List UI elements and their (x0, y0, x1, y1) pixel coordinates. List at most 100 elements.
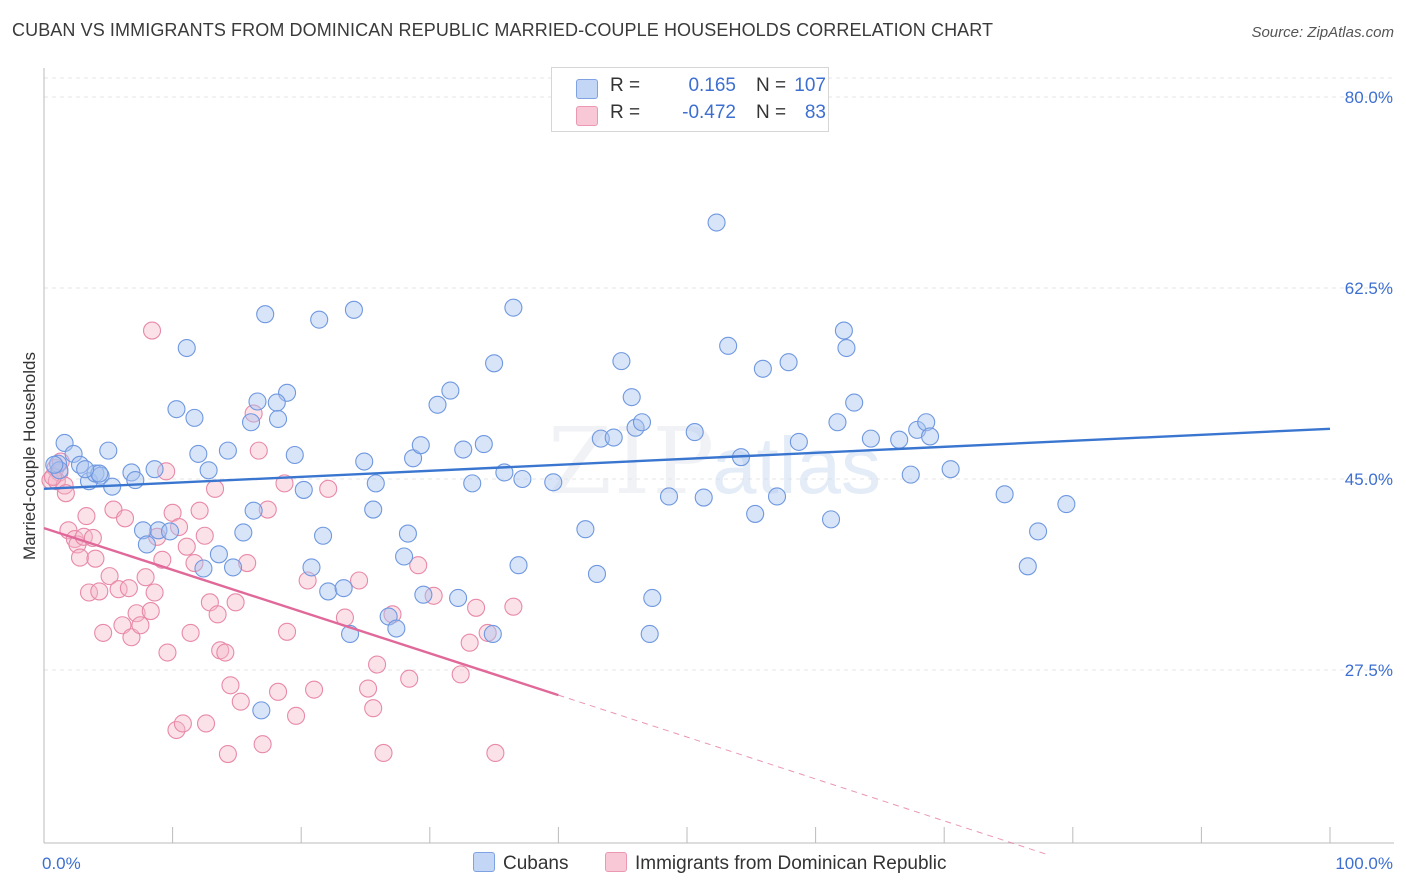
dominican-point (181, 623, 200, 642)
bottom-legend-label-cubans: Cubans (503, 853, 569, 874)
dominican-point (142, 321, 162, 340)
legend-r-label: R = (610, 75, 641, 96)
cuban-point (366, 474, 385, 493)
gridlines (44, 77, 1394, 671)
dominican-point (74, 527, 93, 546)
dominican-point (400, 669, 419, 688)
cuban-point (779, 353, 798, 372)
bottom-legend-dominican: Immigrants from Dominican Republic (605, 852, 947, 876)
y-axis-label: Married-couple Households (20, 352, 39, 560)
cuban-point (45, 455, 64, 474)
cuban-point (241, 413, 261, 432)
y-tick-labels: 27.5% 45.0% 62.5% 80.0% (1345, 88, 1393, 680)
dominican-point (226, 593, 245, 612)
dominican-point (269, 682, 288, 701)
cuban-point (544, 473, 563, 492)
dominican-point (94, 623, 113, 642)
cuban-point (267, 393, 286, 412)
legend-r-value-dominican: -0.472 (682, 102, 736, 123)
cuban-point (76, 460, 95, 479)
dominican-point (77, 507, 96, 526)
y-tick-label: 27.5% (1345, 661, 1393, 680)
cuban-point (334, 579, 353, 598)
dominican-point (238, 553, 257, 573)
cuban-point (622, 388, 641, 407)
dominican-point (218, 744, 237, 764)
cuban-point (995, 485, 1014, 504)
dominican-point (115, 509, 135, 528)
series-cubans (45, 213, 1076, 720)
dominican-point (486, 743, 505, 762)
source-label: Source: ZipAtlas.com (1251, 24, 1394, 41)
dominican-point (173, 714, 192, 733)
cuban-point (789, 432, 808, 451)
dominican-point (359, 679, 378, 698)
y-tick-label: 62.5% (1345, 279, 1393, 298)
cuban-point (454, 440, 473, 459)
dominican-point (319, 479, 338, 498)
dominican-point (196, 714, 216, 733)
dominican-point (504, 597, 523, 616)
cuban-point (99, 441, 118, 460)
dominican-point (177, 537, 196, 556)
cuban-point (302, 558, 321, 577)
cuban-point (837, 338, 856, 358)
dominican-point (205, 479, 225, 498)
cuban-point (685, 423, 704, 442)
cuban-point (137, 535, 156, 554)
legend-r-value-cubans: 0.165 (688, 75, 736, 96)
legend-n-value-dominican: 83 (804, 102, 826, 123)
cuban-point (364, 500, 383, 519)
dominican-point (90, 582, 109, 601)
cuban-point (719, 336, 738, 355)
cuban-point (901, 465, 920, 484)
cuban-point (449, 588, 468, 608)
cuban-point (587, 564, 607, 584)
correlation-legend: R = 0.165 N = 107 R = -0.472 N = 83 (551, 67, 829, 132)
cuban-point (319, 582, 338, 601)
cuban-point (845, 393, 864, 412)
dominican-point (190, 501, 209, 520)
cuban-point (269, 409, 288, 429)
trend-line-dominican (43, 526, 559, 697)
cuban-point (256, 305, 275, 324)
dominican-point (100, 567, 119, 586)
cuban-point (485, 354, 504, 373)
dominican-point (278, 622, 297, 641)
dominican-point (258, 500, 277, 519)
dominican-point (113, 616, 132, 635)
cuban-point (1057, 495, 1076, 514)
trend-line-dominican-extension (558, 694, 1048, 855)
cuban-point (50, 461, 69, 480)
cuban-point (218, 441, 237, 460)
cuban-point (398, 524, 417, 543)
cuban-point (344, 300, 363, 319)
axes (43, 68, 1394, 844)
cuban-point (160, 522, 180, 541)
bottom-legend-label-dominican: Immigrants from Dominican Republic (635, 853, 947, 874)
cuban-point (640, 624, 659, 644)
cuban-point (890, 430, 909, 449)
dominican-point (368, 655, 387, 674)
cuban-point (474, 435, 493, 454)
cuban-point (185, 408, 204, 427)
cuban-point (834, 321, 853, 340)
cuban-point (189, 444, 208, 463)
trend-line-cubans (43, 427, 1331, 491)
dominican-point (275, 474, 294, 493)
dominican-point (70, 548, 90, 567)
bottom-legend-swatch-dominican (605, 852, 627, 872)
cuban-point (921, 427, 940, 446)
cuban-point (234, 523, 253, 542)
dominican-point (231, 692, 250, 711)
cuban-point (941, 460, 960, 479)
cuban-point (1029, 522, 1048, 541)
dominican-point (249, 441, 268, 460)
cuban-point (395, 547, 414, 566)
cuban-point (209, 545, 228, 564)
dominican-point (185, 553, 204, 573)
cuban-point (244, 501, 263, 520)
x-tick-label: 100.0% (1335, 854, 1393, 873)
cuban-point (746, 504, 765, 523)
cuban-point (604, 428, 623, 447)
